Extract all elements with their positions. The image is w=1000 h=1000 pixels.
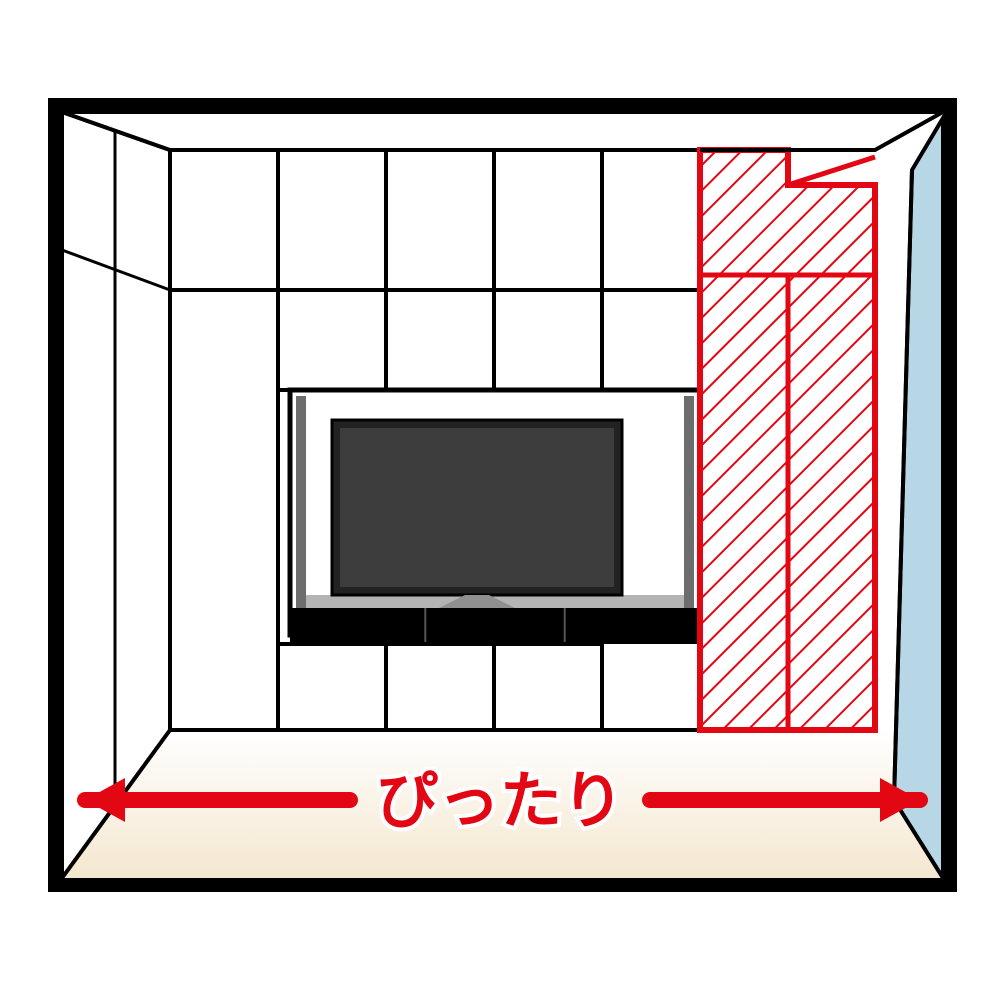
cabinet-bottom bbox=[278, 644, 386, 730]
room-diagram: ぴったり bbox=[0, 0, 1000, 1000]
cabinet-bottom bbox=[386, 644, 494, 730]
cabinet-mid bbox=[278, 290, 386, 390]
cabinet-top bbox=[170, 150, 278, 290]
cabinet-top bbox=[278, 150, 386, 290]
cabinet-mid bbox=[386, 290, 494, 390]
fit-label: ぴったり bbox=[376, 767, 624, 836]
cabinet-mid bbox=[494, 290, 602, 390]
ceiling bbox=[62, 112, 943, 150]
cabinet-top bbox=[494, 150, 602, 290]
cabinet-top bbox=[386, 150, 494, 290]
cabinet-tall-left bbox=[170, 290, 278, 730]
tv-console bbox=[290, 608, 700, 644]
cabinet-top bbox=[602, 150, 700, 290]
cabinet-bottom bbox=[494, 644, 602, 730]
